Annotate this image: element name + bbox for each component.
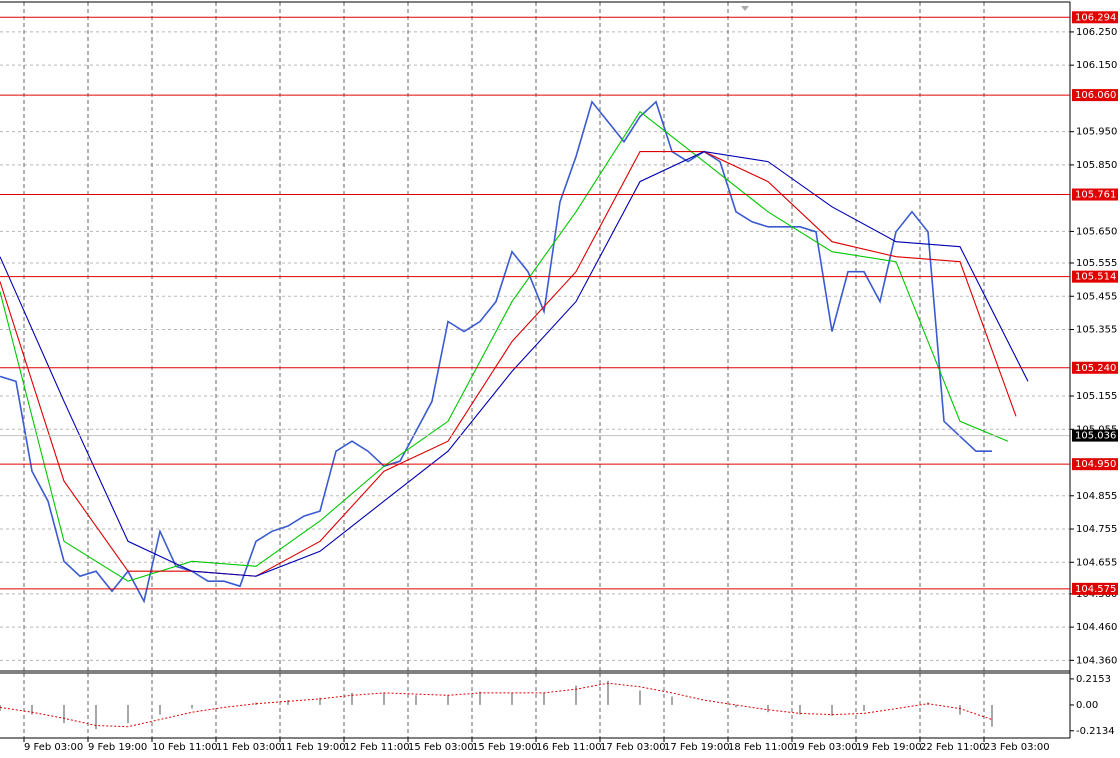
- price-line: [0, 100, 992, 604]
- price-level-label: 105.514: [1075, 272, 1116, 283]
- y-tick-label: 105.155: [1076, 391, 1117, 402]
- x-tick-label: 15 Feb 03:00: [408, 742, 474, 753]
- price-level-tag: [1072, 11, 1118, 24]
- signal-line: [0, 682, 993, 728]
- x-tick-label: 12 Feb 11:00: [344, 742, 410, 753]
- y-tick-label: 104.460: [1076, 622, 1117, 633]
- y-tick-label: 105.650: [1076, 226, 1117, 237]
- price-level-tag: [1072, 188, 1118, 201]
- price-level-label: 104.575: [1075, 584, 1116, 595]
- current-price-tag: [1072, 429, 1118, 442]
- y-tick-label: 104.360: [1076, 655, 1117, 666]
- x-tick-label: 22 Feb 11:00: [920, 742, 986, 753]
- moving-average: [0, 151, 1017, 577]
- moving-average: [0, 110, 1009, 582]
- y-tick-label: 105.355: [1076, 325, 1117, 336]
- x-tick-label: 23 Feb 03:00: [984, 742, 1050, 753]
- y-tick-label: 106.250: [1076, 27, 1117, 38]
- x-tick-label: 9 Feb 03:00: [24, 742, 83, 753]
- x-tick-label: 11 Feb 19:00: [280, 742, 346, 753]
- price-level-label: 104.950: [1075, 459, 1116, 470]
- price-level-label: 106.294: [1075, 12, 1116, 23]
- price-level-tag: [1072, 361, 1118, 374]
- x-tick-label: 18 Feb 11:00: [728, 742, 794, 753]
- x-tick-label: 17 Feb 19:00: [664, 742, 730, 753]
- y-tick-label: 104.855: [1076, 491, 1117, 502]
- y-tick-label: 104.655: [1076, 557, 1117, 568]
- x-tick-label: 19 Feb 19:00: [856, 742, 922, 753]
- moving-average: [0, 151, 1029, 577]
- x-tick-label: 16 Feb 11:00: [536, 742, 602, 753]
- price-level-label: 105.240: [1075, 363, 1116, 374]
- y-tick-label: 105.455: [1076, 291, 1117, 302]
- y-tick-label: 0.2153: [1076, 674, 1111, 685]
- price-level-tag: [1072, 89, 1118, 102]
- y-tick-label: 105.555: [1076, 258, 1117, 269]
- price-level-label: 106.060: [1075, 90, 1116, 101]
- y-tick-label: 105.950: [1076, 127, 1117, 138]
- x-tick-label: 11 Feb 03:00: [216, 742, 282, 753]
- y-tick-label: -0.2134: [1076, 726, 1115, 737]
- x-tick-label: 10 Feb 11:00: [152, 742, 218, 753]
- y-tick-label: 105.850: [1076, 160, 1117, 171]
- price-level-tag: [1072, 582, 1118, 595]
- x-tick-label: 9 Feb 19:00: [88, 742, 147, 753]
- y-tick-label: 0.00: [1076, 700, 1098, 711]
- price-level-label: 105.761: [1075, 190, 1116, 201]
- current-price-label: 105.036: [1075, 431, 1116, 442]
- plot-layer: [0, 2, 1070, 738]
- y-tick-label: 106.150: [1076, 60, 1117, 71]
- x-tick-label: 17 Feb 03:00: [600, 742, 666, 753]
- price-level-tag: [1072, 458, 1118, 471]
- x-tick-label: 19 Feb 03:00: [792, 742, 858, 753]
- scroll-marker: [741, 6, 749, 11]
- x-tick-label: 15 Feb 19:00: [472, 742, 538, 753]
- y-tick-label: 104.755: [1076, 524, 1117, 535]
- price-level-tag: [1072, 270, 1118, 283]
